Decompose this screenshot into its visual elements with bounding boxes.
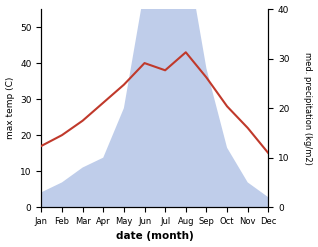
X-axis label: date (month): date (month) bbox=[116, 231, 194, 242]
Y-axis label: max temp (C): max temp (C) bbox=[5, 77, 15, 139]
Y-axis label: med. precipitation (kg/m2): med. precipitation (kg/m2) bbox=[303, 52, 313, 165]
